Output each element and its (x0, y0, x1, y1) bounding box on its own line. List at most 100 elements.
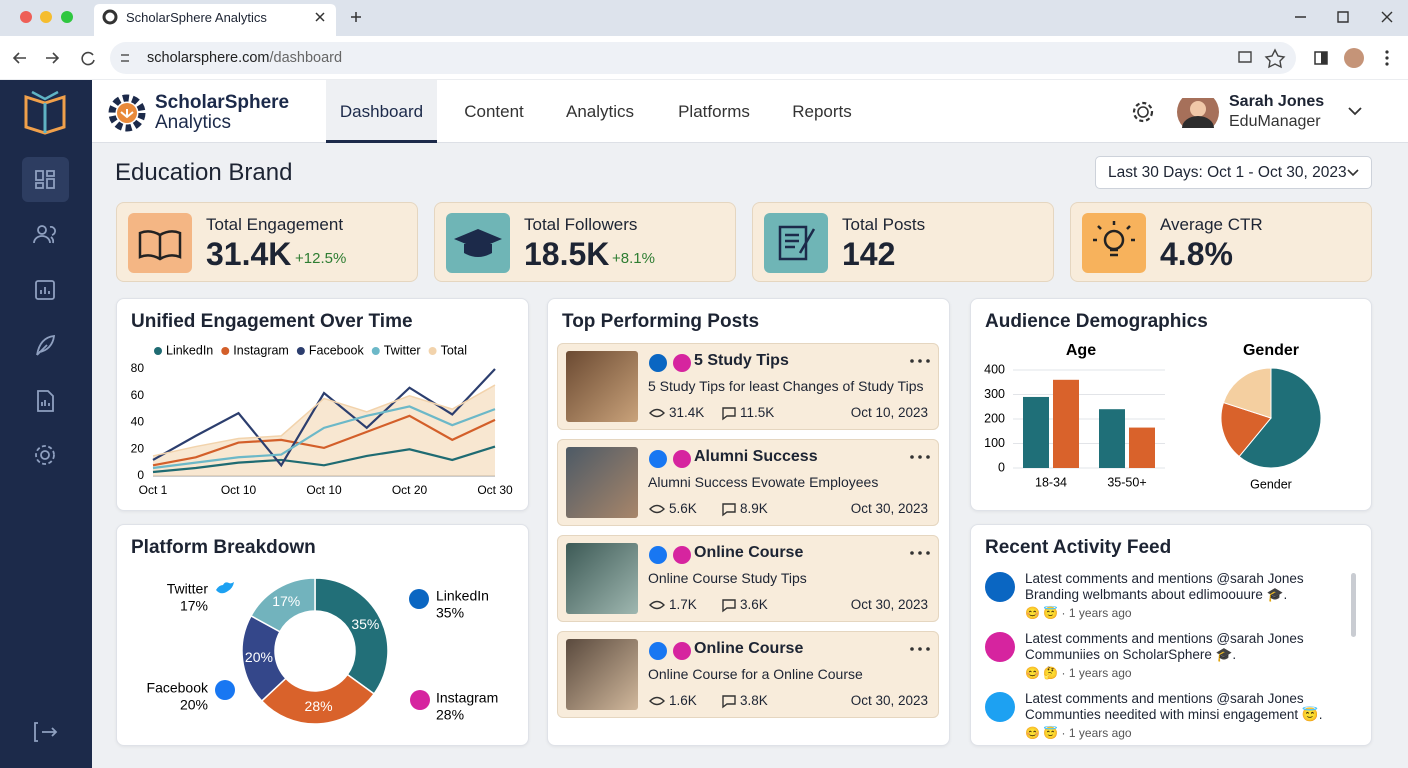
kpi-icon (1082, 213, 1146, 273)
donut-slice (314, 577, 389, 695)
kpi-label: Total Engagement (206, 215, 344, 234)
menu-dot (910, 359, 914, 363)
nav-tab[interactable]: Dashboard (339, 102, 424, 121)
legend-label: Instagram (233, 343, 289, 357)
y-tick-label: 60 (131, 388, 145, 402)
pie-slice (1238, 367, 1322, 469)
header-icons (1132, 98, 1362, 128)
menu-dot (910, 551, 914, 555)
category-value: 28% (436, 707, 464, 723)
url-path: /dashboard (269, 50, 343, 66)
card-title: Recent Activity Feed (985, 537, 1172, 558)
platform-icon (985, 692, 1015, 722)
post-item[interactable]: Online Course Online Course Study Tips 1.7… (557, 535, 939, 622)
bar (1053, 379, 1079, 468)
menu-dot (918, 359, 922, 363)
brand-sub: Analytics (155, 112, 232, 133)
user-name[interactable]: Sarah Jones (1229, 93, 1325, 110)
active-tab (326, 80, 437, 143)
comments-icon (722, 503, 736, 517)
kpi-card: Total Posts 142 (752, 202, 1054, 282)
y-tick-label: 40 (131, 415, 145, 429)
nav-tab[interactable]: Platforms (678, 102, 750, 121)
pie-slice (1220, 401, 1272, 458)
post-text: Online Course for a Online Course (648, 666, 863, 682)
donut-slice (260, 673, 376, 725)
activity-line: Latest comments and mentions @sarah Jone… (1025, 691, 1304, 706)
post-photo (566, 543, 638, 614)
y-tick-label: 0 (137, 468, 144, 482)
y-tick-label: 300 (984, 387, 1005, 401)
post-comments: 11.5K (740, 405, 775, 420)
activity-line: Latest comments and mentions @sarah Jone… (1025, 631, 1304, 646)
sidebar (0, 80, 92, 768)
chart-caption: Gender (1250, 477, 1292, 491)
activity-line: Communiies on ScholarSphere 🎓. (1025, 647, 1237, 662)
post-title: Alumni Success (694, 448, 818, 465)
menu-dot (918, 455, 922, 459)
line (152, 368, 496, 468)
kpi-card: Total Engagement 31.4K +12.5% (116, 202, 418, 282)
category-label: LinkedIn (436, 588, 489, 604)
scrollbar[interactable] (1351, 573, 1356, 637)
post-item[interactable]: Online Course Online Course for a Online … (557, 631, 939, 718)
slice-label: 35% (351, 616, 379, 632)
kpi-value: 18.5K (524, 236, 610, 272)
y-tick-label: 100 (984, 436, 1005, 450)
comments-icon (722, 407, 736, 421)
bar (1023, 396, 1049, 468)
activity-line: Latest comments and mentions @sarah Jone… (1025, 571, 1304, 586)
chart-title: Age (1066, 342, 1096, 359)
menu-dot (926, 551, 930, 555)
category-label: Facebook (147, 680, 209, 696)
post-title: Online Course (694, 544, 804, 561)
x-tick-label: Oct 1 (139, 483, 168, 497)
post-text: Alumni Success Evowate Employees (648, 474, 879, 490)
slice-label: 20% (245, 649, 273, 665)
post-photo (566, 639, 638, 710)
nav-tab[interactable]: Analytics (565, 102, 635, 121)
category-label: Instagram (436, 690, 498, 706)
activity-time: 😊 🤔 · 1 years ago (1025, 666, 1132, 680)
legend-label: Facebook (309, 343, 365, 357)
post-views: 1.7K (669, 597, 697, 612)
line (152, 405, 496, 470)
views-icon (649, 504, 665, 514)
icon-circle (985, 572, 1015, 602)
post-photo (566, 351, 638, 422)
post-item[interactable]: 5 Study Tips 5 Study Tips for least Chang… (557, 343, 939, 430)
menu-dot (926, 359, 930, 363)
views-icon (649, 696, 665, 706)
kpi-icon (446, 213, 510, 273)
category-value: 17% (180, 598, 208, 614)
comments-icon (722, 599, 736, 613)
bar (1129, 427, 1155, 468)
post-views: 1.6K (669, 693, 697, 708)
platform-badge (673, 546, 691, 564)
nav-tab[interactable]: Reports (792, 102, 852, 121)
post-icons (649, 450, 930, 517)
url[interactable]: scholarsphere.com/dashboard (147, 50, 342, 66)
icon-circle (985, 632, 1015, 662)
views-icon (649, 408, 665, 418)
legend-label: Twitter (384, 343, 421, 357)
brand-name: ScholarSphere (155, 92, 290, 113)
platform-badge (673, 642, 691, 660)
post-item[interactable]: Alumni Success Alumni Success Evowate Emp… (557, 439, 939, 526)
post-views: 5.6K (669, 501, 697, 516)
tab-title[interactable]: ScholarSphere Analytics (126, 10, 267, 25)
chart-title: Gender (1243, 342, 1299, 359)
activity-line: Branding welbmants about edlimoouure 🎓. (1025, 587, 1288, 602)
kpi-icon (128, 213, 192, 273)
platform-badge (649, 642, 667, 660)
category-label: Twitter (167, 581, 209, 597)
platform-badge (649, 546, 667, 564)
x-tick-label: 18-34 (1035, 475, 1067, 489)
menu-dot (918, 551, 922, 555)
y-tick-label: 0 (998, 460, 1005, 474)
date-range[interactable]: Last 30 Days: Oct 1 - Oct 30, 2023 (1095, 156, 1372, 189)
donut-chart: 35%LinkedIn35%28%Instagram28%20%Facebook… (147, 577, 498, 725)
nav-tab[interactable]: Content (464, 102, 524, 121)
post-comments: 8.9K (740, 501, 768, 516)
